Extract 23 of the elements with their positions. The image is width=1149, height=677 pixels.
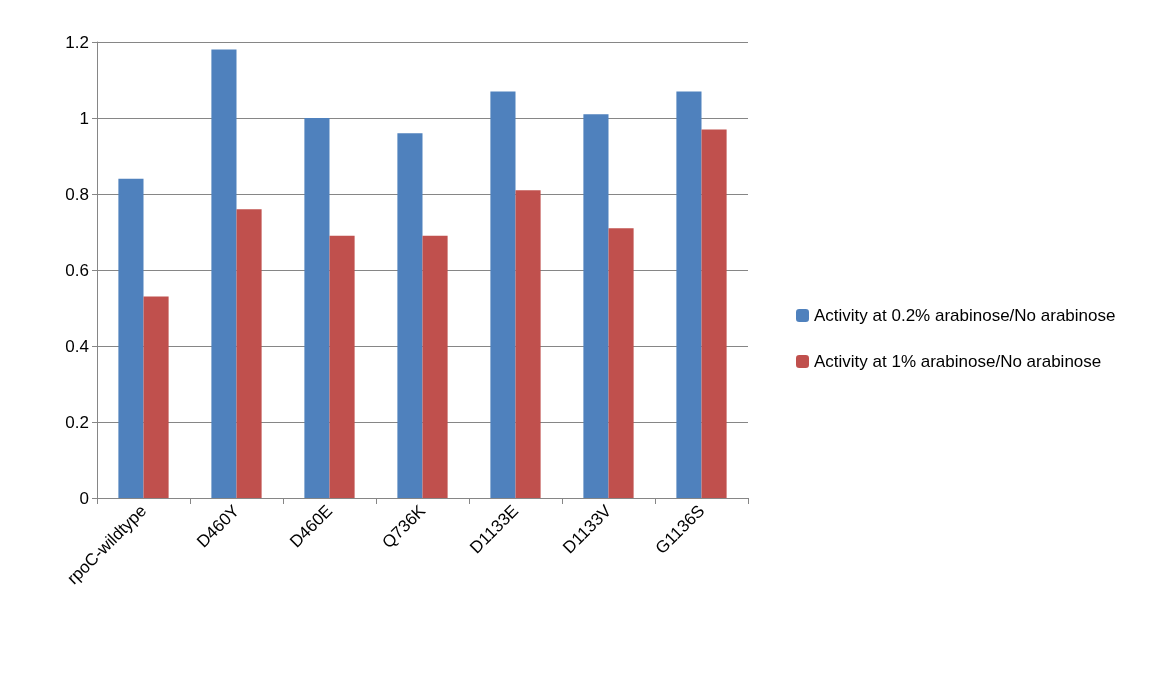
bar [676, 91, 702, 498]
bar [422, 235, 448, 498]
bar [701, 129, 727, 498]
bar [397, 133, 423, 498]
bar [329, 235, 355, 498]
bar [118, 178, 144, 498]
y-tick-label: 0.8 [65, 184, 89, 204]
bar [143, 296, 169, 498]
bar [211, 49, 237, 498]
y-tick-label: 0 [79, 488, 89, 508]
bar [515, 190, 541, 498]
y-tick-label: 0.6 [65, 260, 89, 280]
y-tick-label: 1.2 [65, 32, 89, 52]
bar [304, 118, 330, 498]
legend-label: Activity at 1% arabinose/No arabinose [814, 352, 1102, 371]
bar [583, 114, 609, 498]
legend-label: Activity at 0.2% arabinose/No arabinose [814, 306, 1116, 325]
y-tick-label: 0.2 [65, 412, 89, 432]
bar [490, 91, 516, 498]
bar [608, 228, 634, 498]
y-tick-label: 1 [79, 108, 89, 128]
bar [236, 209, 262, 498]
y-tick-label: 0.4 [65, 336, 89, 356]
